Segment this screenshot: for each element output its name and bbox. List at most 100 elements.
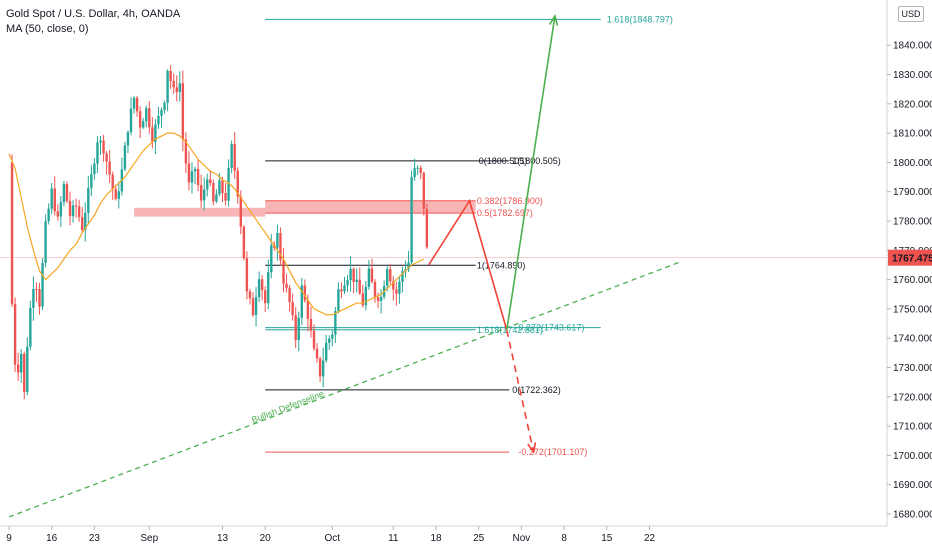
time-tick-label-2: 23 xyxy=(89,533,101,544)
candle-body-110 xyxy=(346,280,349,286)
candle-body-72 xyxy=(230,143,233,168)
time-tick-label-1: 16 xyxy=(46,533,58,544)
candle-body-52 xyxy=(169,70,172,82)
candle-body-124 xyxy=(389,269,392,282)
candle-body-104 xyxy=(328,338,331,343)
candle-body-79 xyxy=(251,298,255,316)
resistance-zone-0 xyxy=(134,207,266,217)
candle-body-90 xyxy=(285,283,288,288)
candle-body-123 xyxy=(386,269,389,286)
last-price-label: 1767.475 xyxy=(892,254,932,265)
fib-label-8: 0(1722.362) xyxy=(512,385,561,395)
price-tick-label-8: 1760.000 xyxy=(893,275,932,286)
fib-label-4: 0.5(1782.697) xyxy=(477,208,533,218)
fib-label-5: 1(1764.890) xyxy=(477,260,526,270)
price-tick-label-14: 1820.000 xyxy=(893,99,932,110)
price-axis[interactable]: 1680.000 1690.000 1700.000 1710.000 1720.000… xyxy=(886,0,932,526)
candle-body-94 xyxy=(297,317,300,341)
candle-body-116 xyxy=(364,286,368,306)
candle-body-44 xyxy=(145,108,148,122)
time-tick-label-9: 25 xyxy=(473,533,485,544)
candle-body-120 xyxy=(376,297,380,301)
candle-body-59 xyxy=(190,171,194,183)
candle-body-48 xyxy=(157,115,160,125)
candle-body-20 xyxy=(71,205,75,217)
candle-body-49 xyxy=(160,109,163,116)
candle-body-136 xyxy=(425,208,429,248)
candle-body-14 xyxy=(53,188,56,212)
candle-body-42 xyxy=(138,111,142,128)
candle-body-0 xyxy=(10,162,14,305)
candle-body-18 xyxy=(65,184,69,202)
candle-body-60 xyxy=(193,168,197,172)
candle-body-11 xyxy=(44,221,47,263)
candle-body-6 xyxy=(29,307,32,347)
candle-body-73 xyxy=(233,143,236,171)
price-tick-label-3: 1710.000 xyxy=(893,422,932,433)
time-axis[interactable]: 9 16 23 Sep 13 20 Oct 11 18 25 Nov 8 15 22 xyxy=(0,525,887,544)
candle-body-134 xyxy=(419,167,422,173)
candle-body-65 xyxy=(209,179,212,184)
candle-body-23 xyxy=(81,217,84,230)
price-tick-label-11: 1790.000 xyxy=(893,187,932,198)
candle-body-13 xyxy=(50,188,53,209)
symbol-title: Gold Spot / U.S. Dollar, 4h, OANDA xyxy=(6,8,181,20)
candle-body-64 xyxy=(206,179,209,190)
indicator-legend[interactable]: MA (50, close, 0) xyxy=(6,23,89,35)
candle-body-95 xyxy=(300,285,303,318)
candle-body-82 xyxy=(260,279,264,291)
candle-body-9 xyxy=(38,289,41,307)
price-tick-label-1: 1690.000 xyxy=(893,480,932,491)
fib-label-0: 1.618(1848.797) xyxy=(607,14,673,24)
candle-body-128 xyxy=(401,271,404,282)
candle-body-54 xyxy=(175,87,178,93)
candle-body-31 xyxy=(105,153,108,162)
candle-body-89 xyxy=(282,260,285,284)
time-tick-label-6: Oct xyxy=(325,533,341,544)
bullish-defenseline xyxy=(8,261,681,518)
candle-body-69 xyxy=(221,180,224,194)
candle-body-66 xyxy=(212,183,215,202)
time-tick-label-5: 20 xyxy=(260,533,272,544)
fib-label-1: 0(1800.505) xyxy=(479,156,528,166)
resistance-zone-1 xyxy=(265,200,476,214)
time-tick-label-4: 13 xyxy=(217,533,229,544)
candle-body-28 xyxy=(96,142,99,164)
projection-layer xyxy=(428,13,559,455)
candle-body-105 xyxy=(331,334,334,339)
candle-body-81 xyxy=(257,279,261,298)
candle-body-57 xyxy=(184,139,188,164)
candle-body-37 xyxy=(123,145,127,170)
price-tick-label-6: 1740.000 xyxy=(893,334,932,345)
candle-body-118 xyxy=(370,268,374,282)
candle-body-56 xyxy=(181,83,185,140)
candle-body-3 xyxy=(20,353,23,373)
projection-red-path xyxy=(428,198,508,331)
candle-body-7 xyxy=(32,288,35,308)
candle-body-98 xyxy=(309,318,313,331)
candle-body-102 xyxy=(321,360,325,377)
fib-levels: 1.618(1848.797) 0(1800.505)1(1800.505) 0.3… xyxy=(0,14,887,457)
candle-body-91 xyxy=(288,287,291,303)
candle-body-74 xyxy=(236,170,239,197)
time-tick-label-10: Nov xyxy=(513,533,531,544)
candle-body-84 xyxy=(267,272,270,304)
candle-body-78 xyxy=(248,291,252,299)
candle-body-113 xyxy=(355,279,358,283)
candle-body-115 xyxy=(361,293,364,306)
candle-body-76 xyxy=(242,226,246,259)
currency-badge[interactable]: USD xyxy=(898,6,924,22)
candle-body-93 xyxy=(294,315,297,341)
candle-body-19 xyxy=(68,201,72,217)
time-tick-label-12: 15 xyxy=(601,533,613,544)
candle-body-117 xyxy=(367,268,371,287)
candle-body-55 xyxy=(178,83,181,93)
candle-body-22 xyxy=(77,206,81,218)
candle-body-96 xyxy=(303,285,307,301)
price-tick-label-15: 1830.000 xyxy=(893,70,932,81)
fib-label-6: 0.272(1743.617) xyxy=(518,323,584,333)
candle-body-114 xyxy=(358,279,361,294)
candle-body-43 xyxy=(142,121,145,128)
projection-red-arrowhead xyxy=(527,442,537,455)
